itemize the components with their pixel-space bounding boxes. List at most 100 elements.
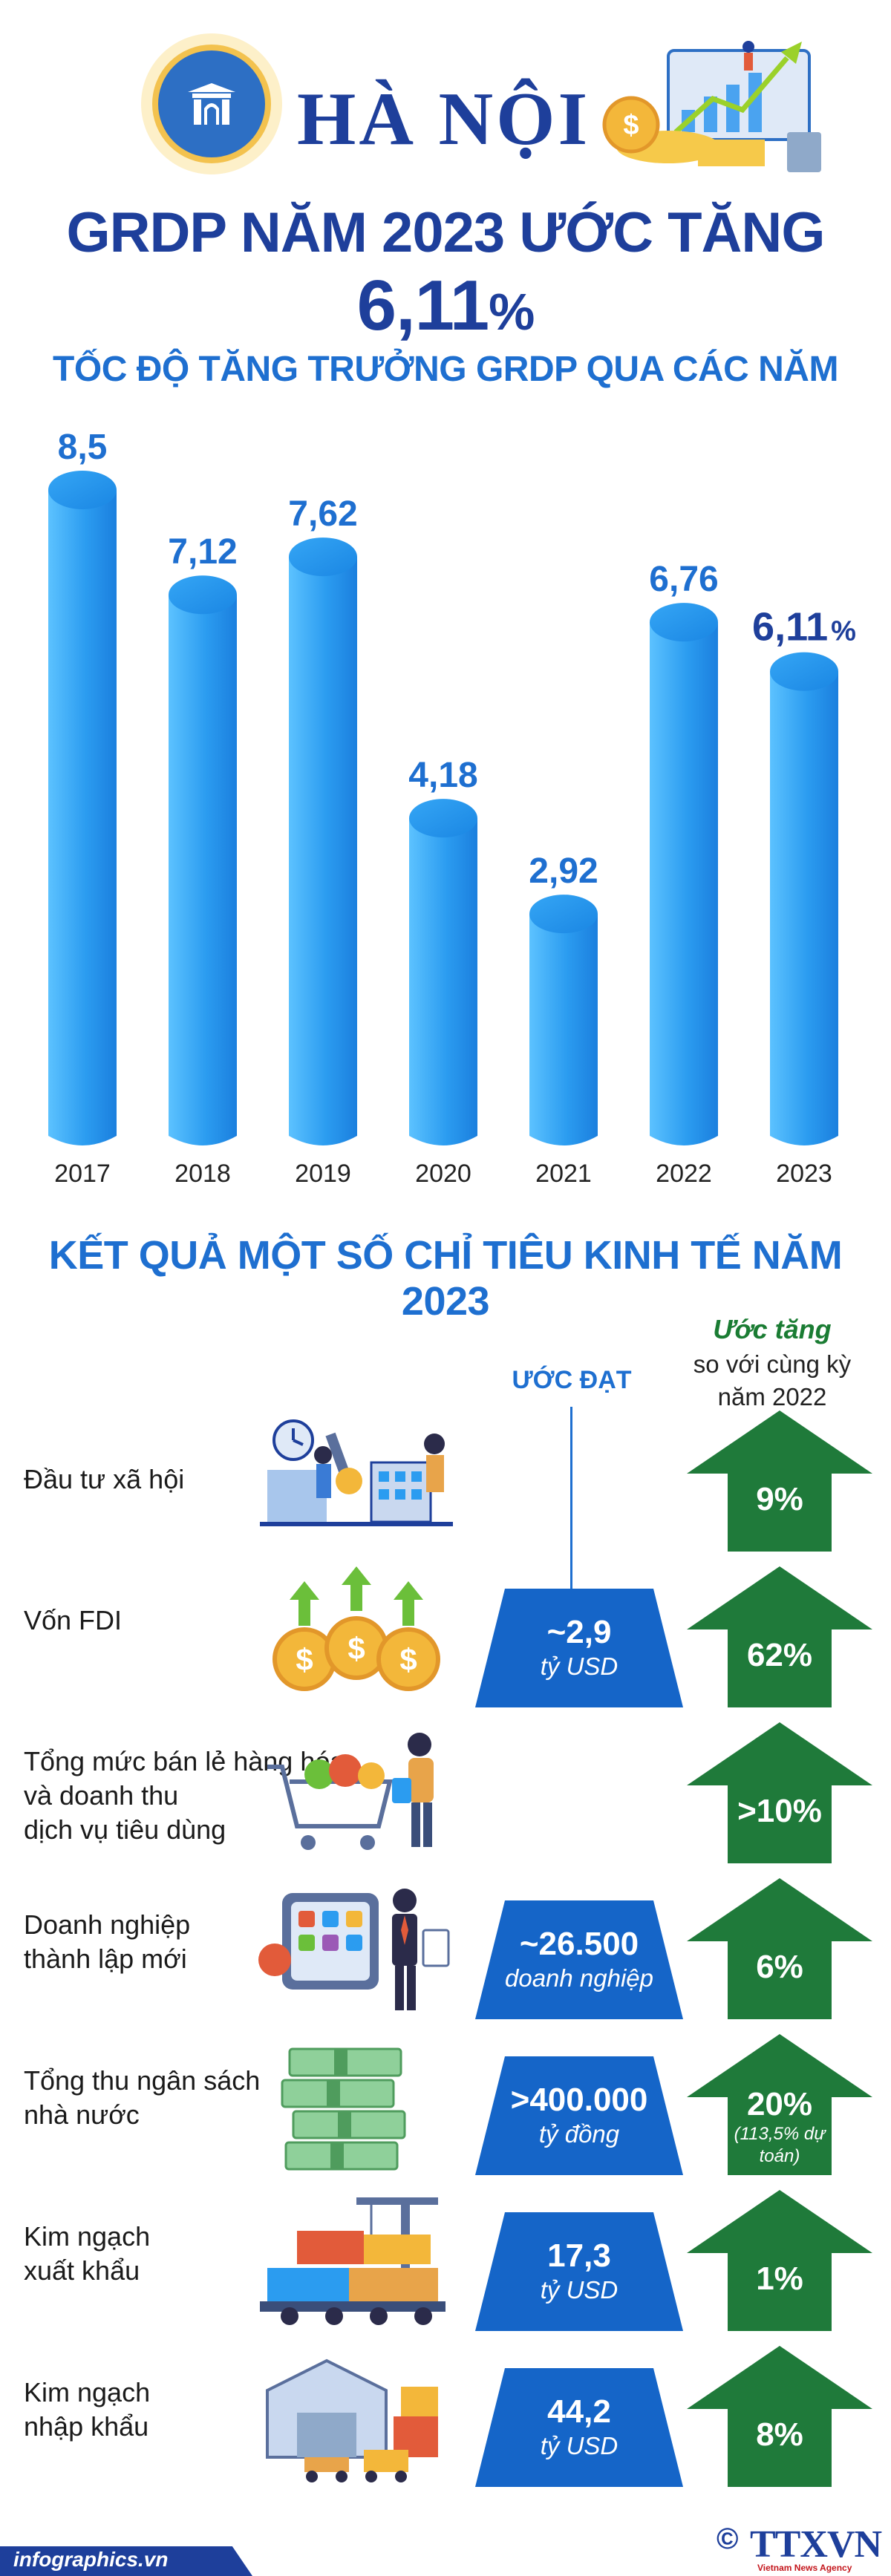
estimate-value-box: ~2,9 tỷ USD	[475, 1589, 683, 1707]
indicator-row: Kim ngạch xuất khẩu 17,3 tỷ USD 1%	[0, 2183, 891, 2338]
row-label-line: và doanh thu	[24, 1780, 179, 1811]
growth-value: 8%	[756, 2416, 803, 2453]
indicator-row: Tổng mức bán lẻ hàng hóa và doanh thu dị…	[0, 1715, 891, 1871]
estimate-value-box: 44,2 tỷ USD	[475, 2368, 683, 2487]
bar-cap-2019	[289, 537, 357, 577]
value-unit-label: %	[831, 616, 856, 647]
growth-arrow	[687, 1566, 872, 1707]
estimate-value: 17,3	[547, 2237, 611, 2274]
export-trucks-icon	[260, 2197, 446, 2325]
growth-column-header: Ước tăng so với cùng kỳ năm 2022	[676, 1314, 869, 1413]
businessman-icon	[258, 1889, 450, 2010]
x-tick-2023: 2023	[776, 1160, 832, 1188]
shopping-cart-icon	[267, 1733, 434, 1850]
value-label-2021: 2,92	[529, 851, 598, 891]
estimate-connector	[570, 1407, 572, 1592]
row-label: Tổng thu ngân sách nhà nước	[24, 2064, 260, 2132]
row-label-line: nhập khẩu	[24, 2411, 149, 2442]
value-label-2023: 6,11%	[752, 605, 856, 650]
estimate-column-header: ƯỚC ĐẠT	[512, 1366, 632, 1394]
grdp-growth-chart: 8,5 2017 7,12 2018 7,62 2019 4,18 2020 2,92 2021 6…	[48, 428, 856, 1188]
growth-arrow	[687, 2034, 872, 2175]
growth-value-box: 6%	[687, 1878, 872, 2019]
estimate-unit: tỷ USD	[540, 2276, 619, 2304]
headline: GRDP NĂM 2023 ƯỚC TĂNG 6,11%	[0, 200, 891, 347]
agency-subtitle: Vietnam News Agency	[757, 2563, 852, 2573]
estimate-box	[475, 1589, 683, 1707]
growth-value-box: >10%	[687, 1722, 872, 1863]
row-label: Doanh nghiệp thành lập mới	[24, 1908, 190, 1976]
growth-arrow	[687, 1722, 872, 1863]
estimate-value: >400.000	[510, 2082, 648, 2118]
svg-text:$: $	[623, 110, 639, 141]
estimate-value: ~26.500	[519, 1926, 639, 1962]
estimate-box	[475, 1900, 683, 2019]
bar-cap-2021	[529, 895, 598, 934]
value-label-2022: 6,76	[649, 560, 718, 599]
row-label: Tổng mức bán lẻ hàng hóa và doanh thu dị…	[24, 1745, 345, 1847]
bar-2021	[529, 914, 598, 1145]
import-warehouse-icon	[266, 2358, 438, 2482]
cash-stack-icon	[281, 2047, 406, 2171]
bar-cap-2017	[48, 471, 117, 509]
row-label-line: Kim ngạch	[24, 2377, 151, 2407]
growth-sub2: năm 2022	[717, 1383, 827, 1410]
growth-chart-icon: $	[602, 41, 821, 172]
bar-2018	[169, 595, 237, 1145]
logo-circle	[152, 45, 271, 163]
row-label-line: xuất khẩu	[24, 2255, 140, 2286]
copyright-symbol: ©	[717, 2523, 739, 2555]
growth-arrow	[687, 2346, 872, 2487]
estimate-box	[475, 2368, 683, 2487]
x-tick-2021: 2021	[535, 1160, 592, 1188]
growth-value: 20%	[746, 2086, 813, 2122]
bar-cap-2020	[409, 799, 477, 838]
indicator-row: Tổng thu ngân sách nhà nước >400.000 tỷ …	[0, 2027, 891, 2183]
growth-value: 62%	[746, 1637, 813, 1673]
growth-note: (113,5% dự toán)	[734, 2124, 826, 2166]
bar-cap-2018	[169, 575, 237, 615]
chart-title: TỐC ĐỘ TĂNG TRƯỞNG GRDP QUA CÁC NĂM	[53, 350, 838, 389]
estimate-unit: doanh nghiệp	[504, 1964, 654, 1992]
row-label: Kim ngạch nhập khẩu	[24, 2376, 150, 2444]
row-label-line: dịch vụ tiêu dùng	[24, 1814, 226, 1845]
growth-value-box: 20% (113,5% dự toán)	[687, 2034, 872, 2175]
headline-unit: %	[489, 283, 535, 341]
estimate-unit: tỷ USD	[540, 2432, 619, 2459]
estimate-value-box: >400.000 tỷ đồng	[475, 2056, 683, 2175]
svg-text:$: $	[399, 1642, 417, 1677]
growth-arrow	[687, 1410, 872, 1552]
footer-site-link[interactable]: infographics.vn	[13, 2548, 169, 2571]
estimate-value: 44,2	[547, 2393, 611, 2430]
section-title: KẾT QUẢ MỘT SỐ CHỈ TIÊU KINH TẾ NĂM 2023	[48, 1233, 843, 1324]
estimate-value-box: 17,3 tỷ USD	[475, 2212, 683, 2331]
svg-text:$: $	[296, 1642, 313, 1677]
row-label: Vốn FDI	[24, 1604, 122, 1638]
office-workers-icon	[260, 1419, 453, 1526]
headline-prefix: GRDP NĂM 2023 ƯỚC TĂNG	[66, 201, 826, 264]
row-label-line: Đầu tư xã hội	[24, 1464, 185, 1494]
bar-cap-2023	[770, 652, 838, 691]
row-label-line: Tổng thu ngân sách	[24, 2065, 261, 2096]
growth-value-box: 8%	[687, 2346, 872, 2487]
growth-arrow	[687, 2190, 872, 2331]
indicator-row: Kim ngạch nhập khẩu 44,2 tỷ USD 8%	[0, 2338, 891, 2494]
footer: infographics.vn © TTXVN Vietnam News Age…	[0, 2523, 891, 2576]
indicator-row: Vốn FDI $ $ $ ~2,9 tỷ USD 62%	[0, 1559, 891, 1715]
row-label-line: Vốn FDI	[24, 1605, 123, 1635]
row-label-line: Tổng mức bán lẻ hàng hóa	[24, 1746, 345, 1776]
growth-value: 9%	[756, 1481, 803, 1517]
value-label-2020: 4,18	[408, 756, 477, 795]
estimate-box	[475, 2212, 683, 2331]
estimate-unit: tỷ USD	[540, 1653, 619, 1680]
svg-text:$: $	[347, 1631, 365, 1666]
growth-arrow	[687, 1878, 872, 2019]
value-label-2017: 8,5	[58, 428, 108, 467]
indicator-row: Doanh nghiệp thành lập mới ~26.500 doanh…	[0, 1871, 891, 2027]
bar-2022	[650, 622, 718, 1145]
estimate-value: ~2,9	[546, 1614, 612, 1650]
growth-title: Ước tăng	[713, 1314, 832, 1344]
growth-value: 6%	[756, 1949, 803, 1985]
bar-cap-2022	[650, 603, 718, 642]
bar-2019	[289, 557, 357, 1145]
